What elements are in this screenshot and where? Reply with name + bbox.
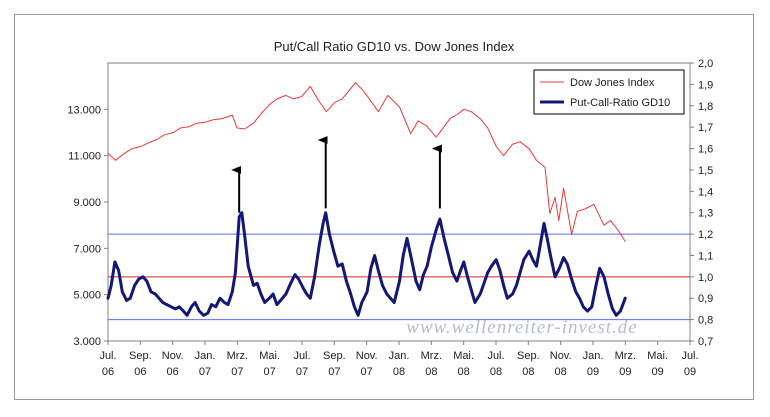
legend-label: Dow Jones Index [570, 77, 655, 89]
x-tick-label-month: Mai. [647, 350, 668, 362]
x-tick-label-year: 08 [490, 366, 502, 378]
x-tick-label-year: 09 [587, 366, 599, 378]
y-right-tick-label: 1,2 [698, 229, 713, 241]
x-tick-label-month: Mrz. [227, 350, 248, 362]
x-tick-label-month: Mrz. [421, 350, 442, 362]
chart-title: Put/Call Ratio GD10 vs. Dow Jones Index [274, 39, 515, 54]
x-tick-label-month: Mai. [453, 350, 474, 362]
y-right-tick-label: 1,9 [698, 79, 713, 91]
x-tick-label-month: Sep. [517, 350, 540, 362]
x-tick-label-month: Mai. [259, 350, 280, 362]
x-tick-label-year: 08 [458, 366, 470, 378]
y-left-tick-label: 9.000 [73, 197, 101, 209]
y-right-tick-label: 1,3 [698, 208, 713, 220]
x-tick-label-year: 07 [231, 366, 243, 378]
x-tick-label-year: 08 [425, 366, 437, 378]
y-right-tick-label: 1,5 [698, 165, 713, 177]
legend-box [533, 69, 685, 115]
x-tick-label-year: 08 [555, 366, 567, 378]
y-right-tick-label: 1,1 [698, 250, 713, 262]
x-tick-label-month: Jan. [389, 350, 410, 362]
x-tick-label-month: Nov. [356, 350, 378, 362]
legend-label: Put-Call-Ratio GD10 [570, 97, 670, 109]
x-tick-label-month: Nov. [550, 350, 572, 362]
x-tick-label-month: Sep. [129, 350, 152, 362]
y-right-tick-label: 2,0 [698, 58, 713, 70]
y-right-tick-label: 1,6 [698, 144, 713, 156]
x-tick-label-month: Jul. [293, 350, 310, 362]
x-tick-label-year: 06 [134, 366, 146, 378]
x-tick-label-month: Jul. [99, 350, 116, 362]
y-right-tick-label: 1,7 [698, 122, 713, 134]
x-tick-label-year: 07 [199, 366, 211, 378]
x-tick-label-month: Jan. [195, 350, 216, 362]
y-left-tick-label: 7.000 [73, 243, 101, 255]
y-right-tick-label: 0,8 [698, 315, 713, 327]
x-tick-label-year: 09 [684, 366, 696, 378]
y-right-tick-label: 1,4 [698, 186, 713, 198]
x-tick-label-year: 07 [328, 366, 340, 378]
series-line-dow-jones [107, 82, 626, 242]
x-tick-label-year: 06 [102, 366, 114, 378]
x-tick-label-month: Jul. [487, 350, 504, 362]
x-tick-label-month: Nov. [162, 350, 184, 362]
series-line-put-call-ratio [106, 211, 627, 317]
x-tick-label-month: Jul. [681, 350, 698, 362]
y-right-tick-label: 0,9 [698, 293, 713, 305]
x-tick-label-year: 07 [361, 366, 373, 378]
x-tick-label-year: 09 [652, 366, 664, 378]
x-tick-label-year: 06 [167, 366, 179, 378]
y-right-tick-label: 1,0 [698, 272, 713, 284]
y-left-tick-label: 13.000 [67, 104, 101, 116]
x-tick-label-year: 09 [619, 366, 631, 378]
y-left-tick-label: 3.000 [73, 336, 101, 348]
x-tick-label-month: Jan. [583, 350, 604, 362]
x-tick-label-year: 08 [522, 366, 534, 378]
x-tick-label-month: Sep. [323, 350, 346, 362]
x-tick-label-year: 08 [393, 366, 405, 378]
y-right-tick-label: 0,7 [698, 336, 713, 348]
y-left-tick-label: 5.000 [73, 290, 101, 302]
y-left-tick-label: 11.000 [68, 151, 101, 163]
y-right-tick-label: 1,8 [698, 101, 713, 113]
x-tick-label-year: 07 [264, 366, 276, 378]
x-tick-label-year: 07 [296, 366, 308, 378]
watermark-text: www.wellenreiter-invest.de [406, 317, 637, 338]
x-tick-label-month: Mrz. [615, 350, 636, 362]
